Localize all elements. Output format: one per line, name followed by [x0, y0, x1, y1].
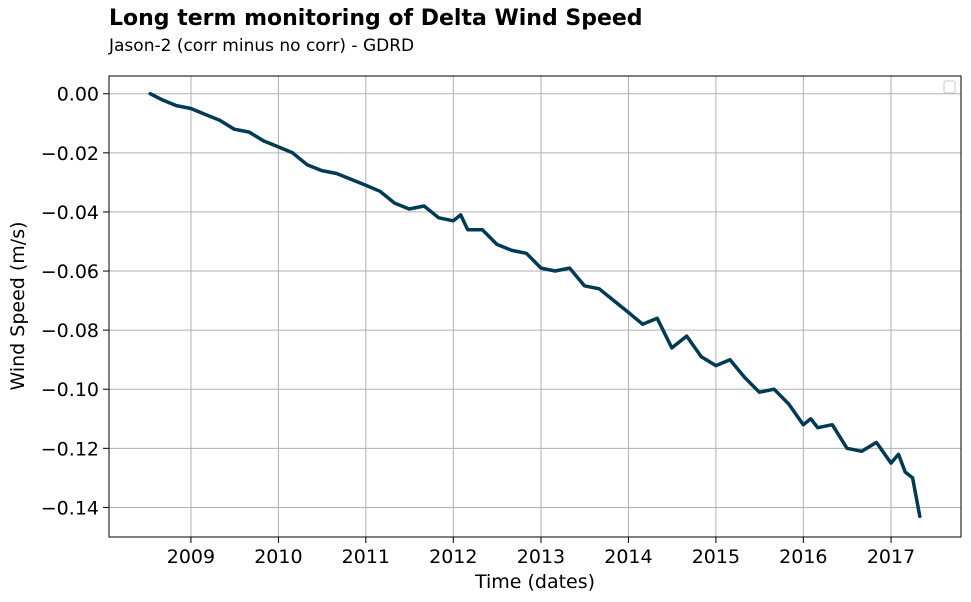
y-tick-label: −0.08 — [41, 320, 99, 342]
y-tick-label: −0.02 — [41, 143, 99, 165]
legend-box — [943, 80, 956, 94]
x-tick-label: 2017 — [867, 546, 915, 568]
x-tick-label: 2015 — [692, 546, 740, 568]
series-line — [148, 91, 922, 519]
y-tick-label: −0.14 — [41, 497, 99, 519]
x-axis-label: Time (dates) — [474, 571, 595, 593]
y-tick-label: 0.00 — [57, 84, 99, 106]
x-tick-label: 2009 — [167, 546, 215, 568]
y-tick-label: −0.12 — [41, 438, 99, 460]
x-tick-label: 2012 — [429, 546, 477, 568]
y-tick-label: −0.06 — [41, 261, 99, 283]
ticks: 2009 2010 2011 2012 2013 2014 2015 2016 2017 0.00… — [41, 84, 915, 568]
chart-title: Long term monitoring of Delta Wind Speed — [109, 6, 643, 31]
x-tick-label: 2010 — [254, 546, 302, 568]
line-layer — [148, 91, 922, 519]
grid — [109, 76, 961, 537]
y-tick-label: −0.10 — [41, 379, 99, 401]
y-axis-label: Wind Speed (m/s) — [7, 221, 29, 390]
x-tick-label: 2014 — [604, 546, 652, 568]
chart-subtitle: Jason-2 (corr minus no corr) - GDRD — [109, 36, 415, 56]
x-tick-label: 2016 — [779, 546, 827, 568]
plot-frame — [108, 75, 962, 538]
x-tick-label: 2011 — [342, 546, 390, 568]
x-tick-label: 2013 — [517, 546, 565, 568]
y-tick-label: −0.04 — [41, 202, 99, 224]
